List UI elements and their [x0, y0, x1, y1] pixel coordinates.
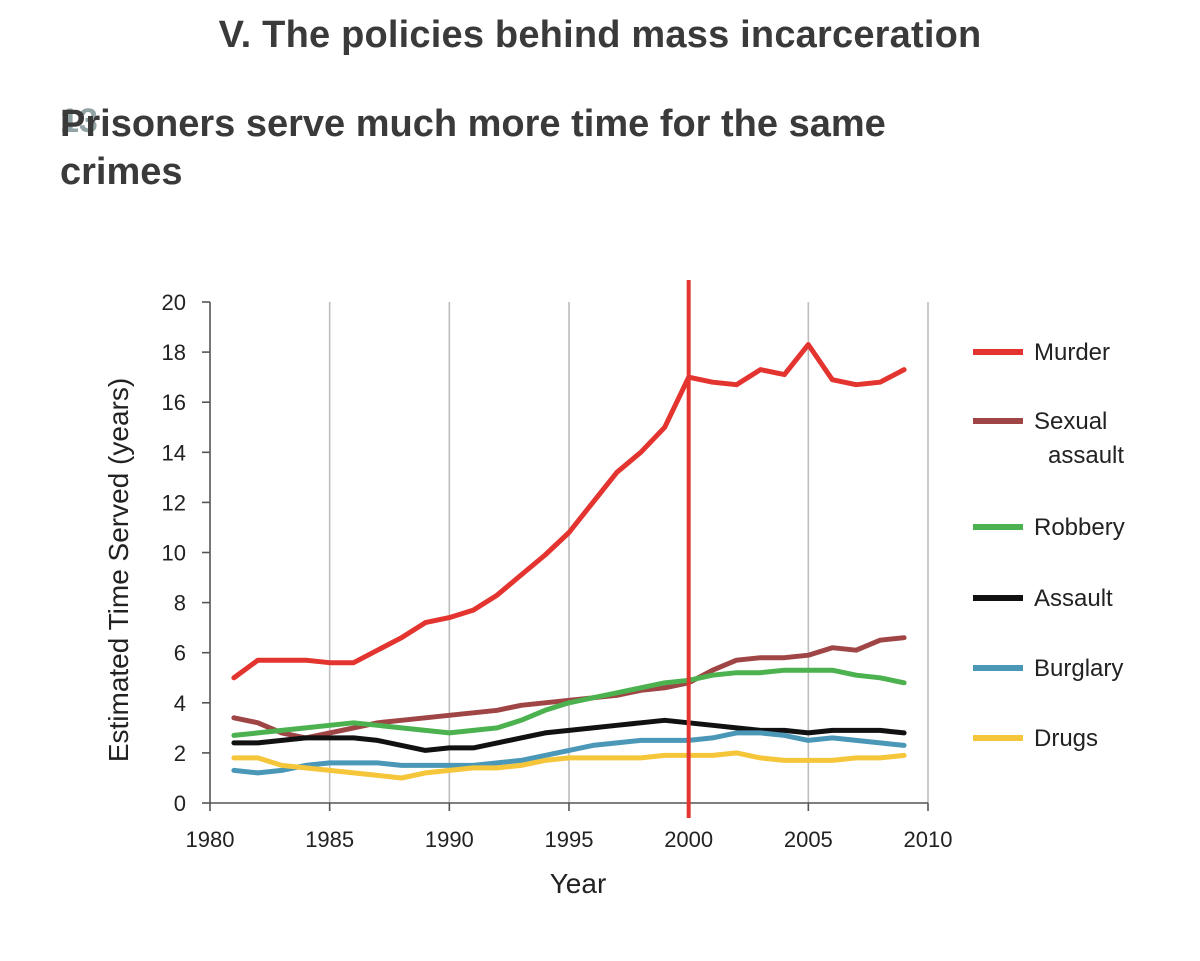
chart-series	[231, 342, 907, 781]
y-axis-title: Estimated Time Served (years)	[103, 378, 134, 762]
y-tick-label-14: 14	[162, 440, 186, 465]
y-tick-label-10: 10	[162, 541, 186, 566]
card-number: 13	[60, 102, 98, 140]
x-tick-label-1995: 1995	[545, 827, 594, 852]
x-axis-title: Year	[550, 868, 607, 899]
chart-legend: Murder Sexual assault Robbery Assault Burglar…	[973, 339, 1125, 752]
y-tick-label-8: 8	[174, 591, 186, 616]
y-tick-label-4: 4	[174, 691, 186, 716]
series-line-murder	[231, 342, 907, 681]
x-tick-label-2000: 2000	[664, 827, 713, 852]
chart-grid	[328, 302, 929, 803]
x-tick-label-2005: 2005	[784, 827, 833, 852]
y-tick-label-20: 20	[162, 290, 186, 315]
card-title: Prisoners serve much more time for the s…	[60, 103, 886, 193]
series-line-robbery	[231, 667, 907, 738]
chart-axes	[202, 301, 929, 811]
x-tick-label-2010: 2010	[904, 827, 953, 852]
y-tick-label-0: 0	[174, 791, 186, 816]
legend-label-drugs: Drugs	[1034, 725, 1098, 752]
series-line-assault	[231, 717, 907, 753]
series-line-burglary	[231, 730, 907, 776]
series-line-drugs	[231, 750, 907, 781]
y-tick-label-18: 18	[162, 340, 186, 365]
legend-label-burglary: Burglary	[1034, 655, 1123, 682]
legend-label-assault: Assault	[1034, 585, 1113, 612]
x-tick-label-1985: 1985	[305, 827, 354, 852]
y-tick-label-6: 6	[174, 641, 186, 666]
legend-label-murder: Murder	[1034, 339, 1110, 366]
legend-label-sexual-assault: Sexual assault	[1034, 408, 1124, 469]
section-title: V. The policies behind mass incarceratio…	[218, 14, 982, 56]
y-tick-label-12: 12	[162, 490, 186, 515]
legend-label-robbery: Robbery	[1034, 514, 1125, 541]
x-tick-label-1990: 1990	[425, 827, 474, 852]
y-tick-label-16: 16	[162, 390, 186, 415]
x-tick-label-1980: 1980	[186, 827, 235, 852]
y-tick-label-2: 2	[174, 741, 186, 766]
chart-tick-labels: 0 2 4 6 8 10 12 14 16 18 20 1980 1985 1990 1995 2000 200…	[162, 290, 953, 852]
